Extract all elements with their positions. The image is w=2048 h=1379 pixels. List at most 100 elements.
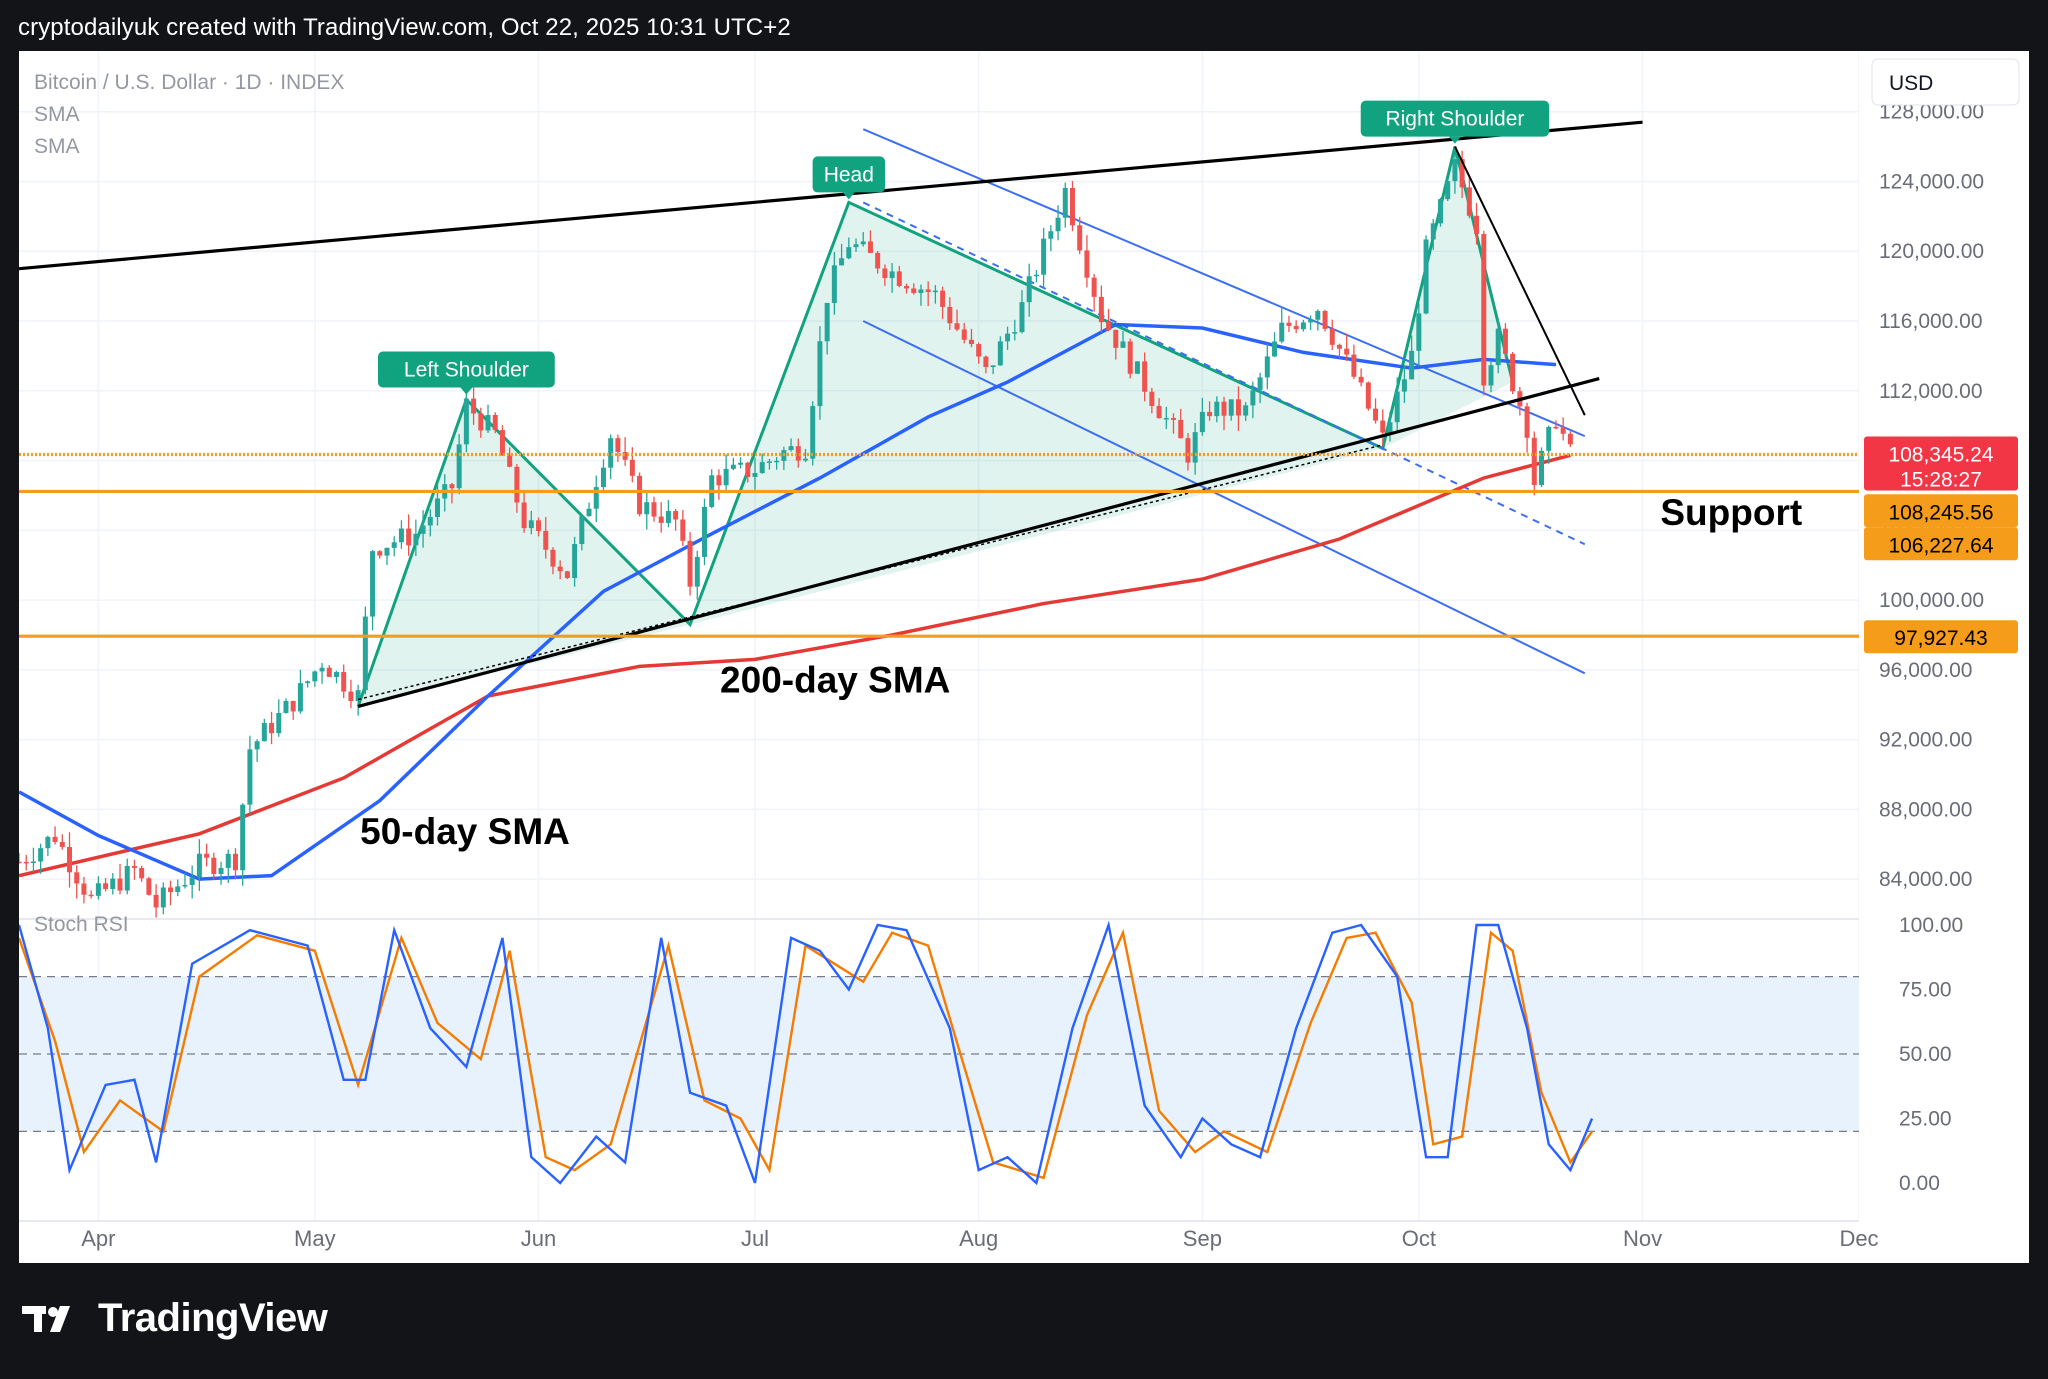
candle-body — [853, 244, 859, 248]
candle-body — [824, 302, 830, 342]
candle-body — [297, 683, 303, 712]
candle-body — [19, 861, 22, 864]
candle-body — [23, 861, 29, 864]
candle-body — [485, 414, 491, 431]
candle-body — [1365, 382, 1371, 409]
candle-body — [377, 551, 383, 556]
level-tag-3-bg — [1864, 620, 2018, 654]
candle-body — [1329, 328, 1335, 345]
candle-body — [1142, 361, 1148, 392]
candle-body — [716, 475, 722, 486]
currency-label: USD — [1889, 72, 1933, 95]
rsi-tick-label: 0.00 — [1899, 1172, 1940, 1195]
right-shoulder-label-text: Right Shoulder — [1385, 108, 1524, 131]
sma200-line — [19, 453, 1571, 878]
candle-body — [1250, 390, 1256, 406]
candle-body — [1546, 426, 1552, 451]
level-tag-1: 108,245.56 — [1864, 494, 2018, 528]
candle-body — [74, 872, 80, 884]
chart-area[interactable]: Left Shoulder Head Right Shoulder Support 20… — [19, 51, 2029, 1263]
candle-body — [911, 288, 917, 293]
rsi-tick-label: 100.00 — [1899, 914, 1963, 937]
candle-body — [1524, 406, 1530, 438]
candle-body — [1228, 399, 1234, 416]
candle-body — [954, 323, 960, 330]
candle-body — [629, 459, 635, 476]
sma50-label: 50-day SMA — [360, 811, 570, 852]
candle-body — [1221, 401, 1227, 416]
month-label: May — [294, 1226, 336, 1251]
head-shoulders-pattern — [356, 146, 1515, 707]
upper-trendline — [19, 120, 1643, 271]
candle-body — [1055, 217, 1061, 232]
candle-body — [1459, 159, 1465, 188]
month-label: Dec — [1839, 1226, 1878, 1251]
candle-body — [1351, 354, 1357, 377]
candle-body — [968, 339, 974, 345]
tradingview-logo-icon — [22, 1305, 70, 1332]
candle-body — [305, 681, 311, 684]
candle-body — [947, 306, 953, 324]
candle-body — [232, 853, 238, 871]
candlesticks — [19, 146, 1573, 918]
candle-body — [1077, 225, 1083, 251]
candle-body — [1358, 376, 1364, 383]
candle-body — [1567, 433, 1573, 445]
level-tag-1-text: 108,245.56 — [1888, 501, 1993, 524]
candle-body — [1437, 199, 1443, 224]
candle-body — [261, 722, 267, 742]
stoch-rsi-panel — [19, 920, 1859, 1186]
tradingview-footer[interactable]: TradingView — [22, 1296, 328, 1341]
candle-body — [456, 444, 462, 489]
candle-body — [579, 516, 585, 545]
candle-body — [875, 252, 881, 269]
candle-body — [1214, 401, 1220, 417]
candle-body — [1149, 391, 1155, 406]
candle-body — [1084, 250, 1090, 278]
candle-body — [67, 846, 73, 873]
candle-body — [1272, 341, 1278, 357]
time-axis[interactable]: Apr May Jun Jul Aug Sep Oct Nov Dec — [19, 1220, 1879, 1251]
candle-body — [1171, 417, 1177, 420]
candle-body — [1207, 411, 1213, 417]
neckline-dotted — [357, 444, 1383, 701]
candle-body — [896, 271, 902, 286]
last-price-tag-text: 108,345.24 — [1888, 444, 1993, 467]
candle-body — [860, 241, 866, 245]
candle-body — [1387, 422, 1393, 433]
candle-body — [341, 672, 347, 692]
candle-body — [81, 883, 87, 895]
price-chart-svg[interactable]: Left Shoulder Head Right Shoulder Support 20… — [19, 51, 2029, 1263]
candle-body — [817, 341, 823, 407]
price-axis[interactable]: 128,000.00 124,000.00 120,000.00 116,000.00… — [1859, 51, 2029, 1263]
candle-body — [694, 556, 700, 587]
candle-body — [1553, 426, 1559, 429]
price-tick-label: 92,000.00 — [1879, 729, 1972, 752]
currency-button[interactable]: USD — [1871, 58, 2020, 106]
level-tag-2-bg — [1864, 527, 2018, 561]
candle-body — [1380, 420, 1386, 433]
candle-body — [1286, 322, 1292, 326]
candle-body — [38, 848, 44, 862]
candle-body — [644, 502, 650, 515]
candle-body — [225, 853, 231, 868]
candle-body — [1300, 322, 1306, 330]
candle-body — [312, 671, 318, 682]
candle-body — [348, 691, 354, 702]
candle-body — [124, 865, 130, 891]
candle-body — [1243, 405, 1249, 416]
candle-body — [1069, 188, 1075, 226]
candle-body — [608, 438, 614, 468]
candle-body — [1344, 348, 1350, 355]
candle-body — [543, 530, 549, 550]
candle-body — [1315, 310, 1321, 320]
candle-body — [507, 455, 513, 467]
level-tag-3-text: 97,927.43 — [1894, 627, 1987, 650]
candle-body — [283, 700, 289, 714]
legend-stoch-rsi: Stoch RSI — [34, 913, 129, 936]
rsi-band-fill — [19, 976, 1859, 1132]
head-label: Head — [812, 156, 886, 200]
candle-body — [218, 867, 224, 874]
price-tick-label: 116,000.00 — [1879, 310, 1983, 333]
axis-bg — [1859, 51, 2029, 1263]
